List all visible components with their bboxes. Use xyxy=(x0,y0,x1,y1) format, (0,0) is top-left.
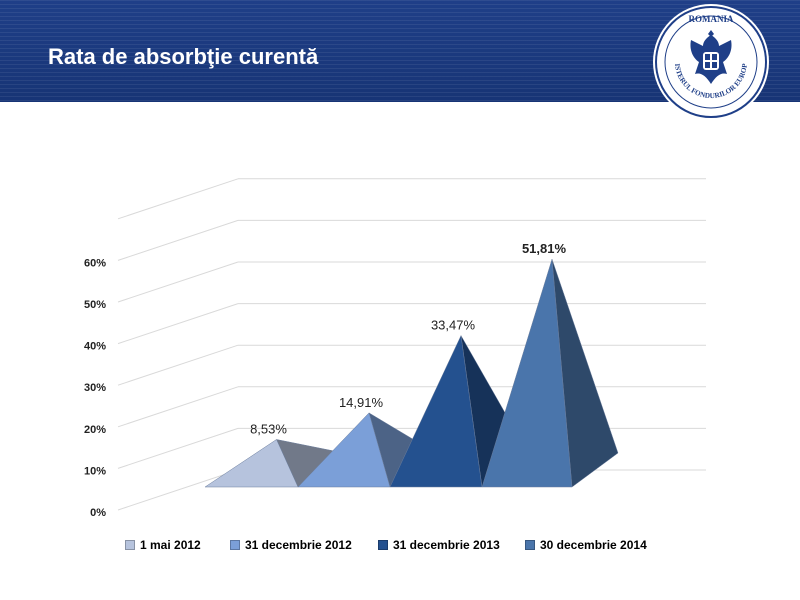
grid-diagonal-line xyxy=(117,344,239,386)
ministry-logo-icon: ROMANIA MINISTERUL FONDURILOR EUROPENE xyxy=(651,2,769,120)
logo-top-text: ROMANIA xyxy=(689,14,734,24)
legend-swatch xyxy=(378,540,388,550)
legend-label: 31 decembrie 2013 xyxy=(393,538,500,552)
legend-item: 30 decembrie 2014 xyxy=(525,538,647,552)
legend-label: 30 decembrie 2014 xyxy=(540,538,647,552)
coat-of-arms-icon xyxy=(690,30,732,84)
data-label: 14,91% xyxy=(339,395,384,410)
pyramid-bar xyxy=(204,439,299,488)
y-tick-label: 60% xyxy=(84,257,106,269)
y-tick-label: 50% xyxy=(84,299,106,311)
legend-label: 31 decembrie 2012 xyxy=(245,538,352,552)
page-title: Rata de absorbţie curentă xyxy=(48,44,319,69)
grid-diagonal-line xyxy=(117,469,239,511)
pyramid-bar xyxy=(389,334,483,488)
pyramid-bar xyxy=(481,259,573,488)
data-label: 33,47% xyxy=(431,318,476,333)
data-label: 51,81% xyxy=(522,241,567,256)
legend-item: 31 decembrie 2013 xyxy=(378,538,500,552)
data-label: 8,53% xyxy=(250,421,287,436)
y-tick-label: 20% xyxy=(84,424,106,436)
grid-diagonal-line xyxy=(117,303,239,345)
legend-swatch xyxy=(125,540,135,550)
header-banner: Rata de absorbţie curentă ROMANIA MINIST… xyxy=(0,0,800,120)
legend-label: 1 mai 2012 xyxy=(140,538,201,552)
legend-item: 31 decembrie 2012 xyxy=(230,538,352,552)
y-tick-label: 0% xyxy=(90,507,106,519)
legend-swatch xyxy=(230,540,240,550)
grid-diagonal-line xyxy=(117,427,239,469)
legend-item: 1 mai 2012 xyxy=(125,538,201,552)
grid-diagonal-line xyxy=(117,219,239,261)
y-tick-label: 10% xyxy=(84,465,106,477)
grid-diagonal-line xyxy=(117,178,239,220)
y-tick-label: 30% xyxy=(84,382,106,394)
legend-swatch xyxy=(525,540,535,550)
pyramid-bar xyxy=(297,412,391,488)
y-tick-label: 40% xyxy=(84,341,106,353)
grid-diagonal-line xyxy=(117,386,239,428)
grid-diagonal-line xyxy=(117,261,239,303)
